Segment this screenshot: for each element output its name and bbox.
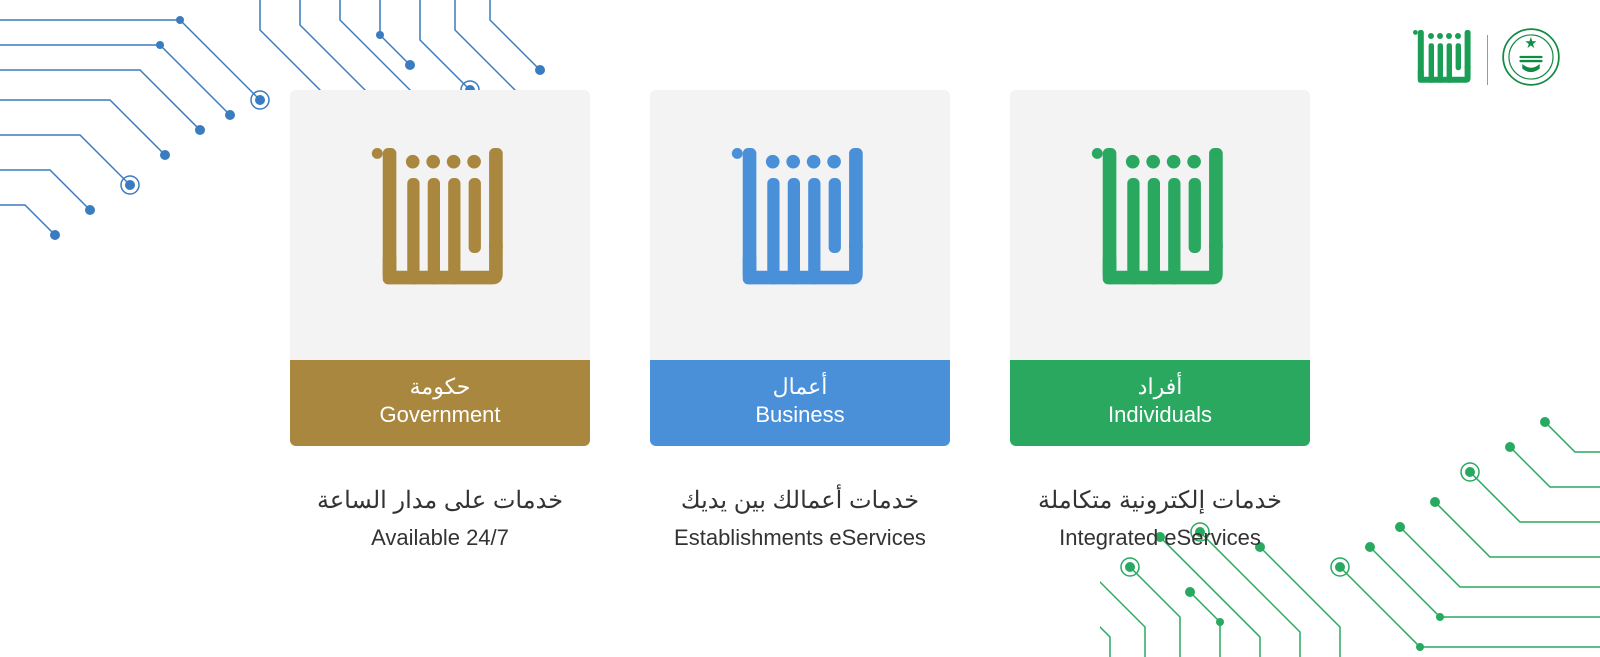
card-caption-ar-business: خدمات أعمالك بين يديك xyxy=(674,486,926,515)
card-caption-ar-individuals: خدمات إلكترونية متكاملة xyxy=(1038,486,1282,515)
card-caption-en-business: Establishments eServices xyxy=(674,525,926,551)
card-label-band-individuals: أفراد Individuals xyxy=(1010,360,1310,446)
absher-brand-icon xyxy=(1413,30,1473,89)
card-icon-area-business xyxy=(650,90,950,360)
service-card-individuals[interactable]: أفراد Individuals خدمات إلكترونية متكامل… xyxy=(1010,90,1310,551)
card-caption-en-government: Available 24/7 xyxy=(317,525,563,551)
service-cards-container: حكومة Government خدمات على مدار الساعة A… xyxy=(290,90,1310,551)
header-logos xyxy=(1413,28,1560,91)
card-caption-en-individuals: Integrated eServices xyxy=(1038,525,1282,551)
absher-logo-individuals-icon xyxy=(1090,148,1230,303)
card-caption-individuals: خدمات إلكترونية متكاملة Integrated eServ… xyxy=(1038,486,1282,551)
ministry-emblem-icon xyxy=(1502,28,1560,91)
card-caption-government: خدمات على مدار الساعة Available 24/7 xyxy=(317,486,563,551)
card-caption-business: خدمات أعمالك بين يديك Establishments eSe… xyxy=(674,486,926,551)
service-card-government[interactable]: حكومة Government خدمات على مدار الساعة A… xyxy=(290,90,590,551)
card-label-band-government: حكومة Government xyxy=(290,360,590,446)
card-icon-area-individuals xyxy=(1010,90,1310,360)
card-label-en-government: Government xyxy=(290,402,590,428)
header-divider xyxy=(1487,35,1488,85)
card-label-ar-business: أعمال xyxy=(650,374,950,400)
card-label-band-business: أعمال Business xyxy=(650,360,950,446)
absher-logo-business-icon xyxy=(730,148,870,303)
absher-logo-government-icon xyxy=(370,148,510,303)
card-icon-area-government xyxy=(290,90,590,360)
card-caption-ar-government: خدمات على مدار الساعة xyxy=(317,486,563,515)
service-card-business[interactable]: أعمال Business خدمات أعمالك بين يديك Est… xyxy=(650,90,950,551)
card-label-ar-individuals: أفراد xyxy=(1010,374,1310,400)
card-label-en-business: Business xyxy=(650,402,950,428)
card-label-en-individuals: Individuals xyxy=(1010,402,1310,428)
card-label-ar-government: حكومة xyxy=(290,374,590,400)
